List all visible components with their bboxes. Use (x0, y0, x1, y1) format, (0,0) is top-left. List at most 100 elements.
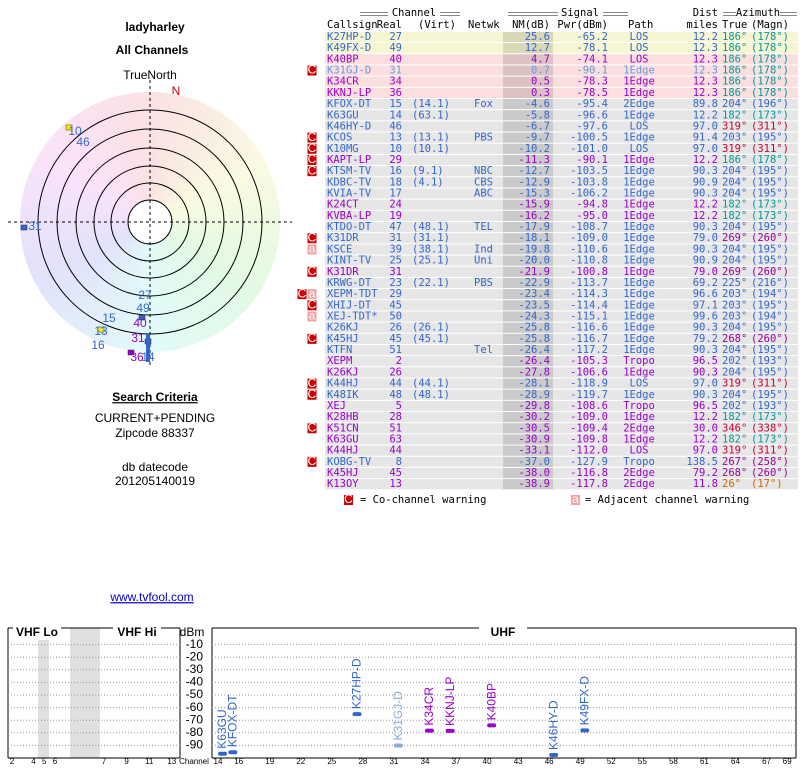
nm-cell-bg (503, 400, 553, 412)
row-bg (325, 333, 798, 344)
table-cell: XEJ-TDT* (327, 311, 378, 323)
x-tick-label: 4 (31, 757, 36, 766)
warning-icon (307, 378, 317, 389)
table-header: True (722, 19, 747, 31)
table-cell: -27.8 (518, 366, 550, 378)
table-cell: 97.0 (693, 143, 718, 155)
signal-label: K34CR (422, 687, 436, 726)
table-cell: 1Edge (623, 255, 655, 267)
table-cell: 97.1 (693, 299, 718, 311)
polar-sector (21, 225, 129, 256)
table-cell: LOS (630, 42, 649, 54)
polar-sector (22, 187, 129, 219)
db-label: db datecode (122, 460, 188, 474)
table-cell: (173°) (751, 411, 789, 423)
table-cell: 319° (722, 378, 747, 390)
legend-icon-text: C (344, 492, 353, 506)
table-cell: -6.7 (525, 120, 550, 132)
table-cell: 51 (389, 344, 402, 356)
table-cell: 45 (389, 333, 402, 345)
table-cell: (178°) (751, 42, 789, 54)
table-cell: 1Edge (623, 165, 655, 177)
signal-label: K31GJ-D (391, 691, 405, 741)
polar-sector (49, 236, 135, 314)
polar-marker (138, 314, 146, 321)
polar-sector (169, 167, 273, 215)
table-cell: 1Edge (623, 389, 655, 401)
polar-sector (43, 137, 134, 210)
warning-icon (307, 154, 317, 165)
title: ladyharley (125, 20, 185, 34)
band-label: VHF Lo (16, 625, 58, 639)
polar-sector (105, 96, 145, 202)
table-cell: 27 (389, 31, 402, 43)
warning-text: C (308, 376, 317, 390)
polar-label: 40 (133, 316, 147, 330)
table-header: (Magn) (751, 19, 789, 31)
table-cell: 97.0 (693, 378, 718, 390)
warning-text: C (308, 63, 317, 77)
table-cell: 96.5 (693, 355, 718, 367)
polar-marker (65, 124, 73, 131)
table-cell: PBS (474, 132, 493, 144)
table-cell: (260°) (751, 467, 789, 479)
table-cell: 186° (722, 65, 747, 77)
table-header: Path (628, 19, 653, 31)
table-cell: 91.4 (693, 132, 718, 144)
table-header: Azimuth (736, 7, 780, 19)
table-cell: 16 (389, 165, 402, 177)
table-cell: 25 (389, 255, 402, 267)
table-cell: -109.4 (570, 422, 608, 434)
warning-icon (307, 233, 317, 244)
north-n: N (172, 84, 181, 98)
polar-sector (162, 115, 235, 206)
polar-sector (161, 109, 226, 205)
table-cell: KRWG-DT (327, 277, 372, 289)
nm-cell-bg (503, 322, 553, 333)
nm-cell-bg (503, 456, 553, 467)
table-cell: -118.9 (570, 378, 608, 390)
table-cell: -38.0 (518, 467, 550, 479)
table-cell: Fox (474, 98, 493, 110)
table-cell: 204° (722, 243, 747, 255)
table-cell: K26KJ (327, 366, 359, 378)
table-cell: (26.1) (412, 322, 450, 334)
table-cell: -116.7 (570, 333, 608, 345)
table-cell: 1Edge (623, 176, 655, 188)
table-cell: (178°) (751, 76, 789, 88)
table-cell: (195°) (751, 299, 789, 311)
table-cell: 1Edge (623, 311, 655, 323)
table-cell: KOBG-TV (327, 456, 372, 468)
table-cell: -78.3 (576, 76, 608, 88)
table-cell: -25.8 (518, 322, 550, 334)
y-tick-label: -50 (186, 687, 204, 701)
table-cell: LOS (630, 143, 649, 155)
row-bg (325, 43, 798, 54)
row-bg (325, 378, 798, 389)
table-cell: 8 (396, 456, 402, 468)
polar-sector (32, 156, 132, 213)
table-cell: Uni (474, 255, 493, 267)
table-cell: 1Edge (623, 433, 655, 445)
row-bg (325, 479, 798, 490)
table-cell: (194°) (751, 288, 789, 300)
table-cell: (38.1) (412, 243, 450, 255)
nm-cell-bg (503, 467, 553, 479)
band-label: UHF (491, 625, 516, 639)
polar-sector (153, 94, 185, 201)
polar-sector (74, 239, 139, 335)
table-cell: 182° (722, 199, 747, 211)
legend-icon (571, 495, 580, 505)
table-header: Channel (392, 7, 436, 19)
table-cell: -109.8 (570, 433, 608, 445)
table-cell: 1Edge (623, 411, 655, 423)
polar-sector (170, 227, 276, 268)
signal-bar (425, 728, 434, 733)
link[interactable]: www.tvfool.com (109, 590, 193, 604)
polar-sector (94, 241, 143, 345)
table-cell: (195°) (751, 255, 789, 267)
signal-bar (487, 723, 497, 728)
table-cell: PBS (474, 277, 493, 289)
table-cell: (9.1) (412, 165, 444, 177)
